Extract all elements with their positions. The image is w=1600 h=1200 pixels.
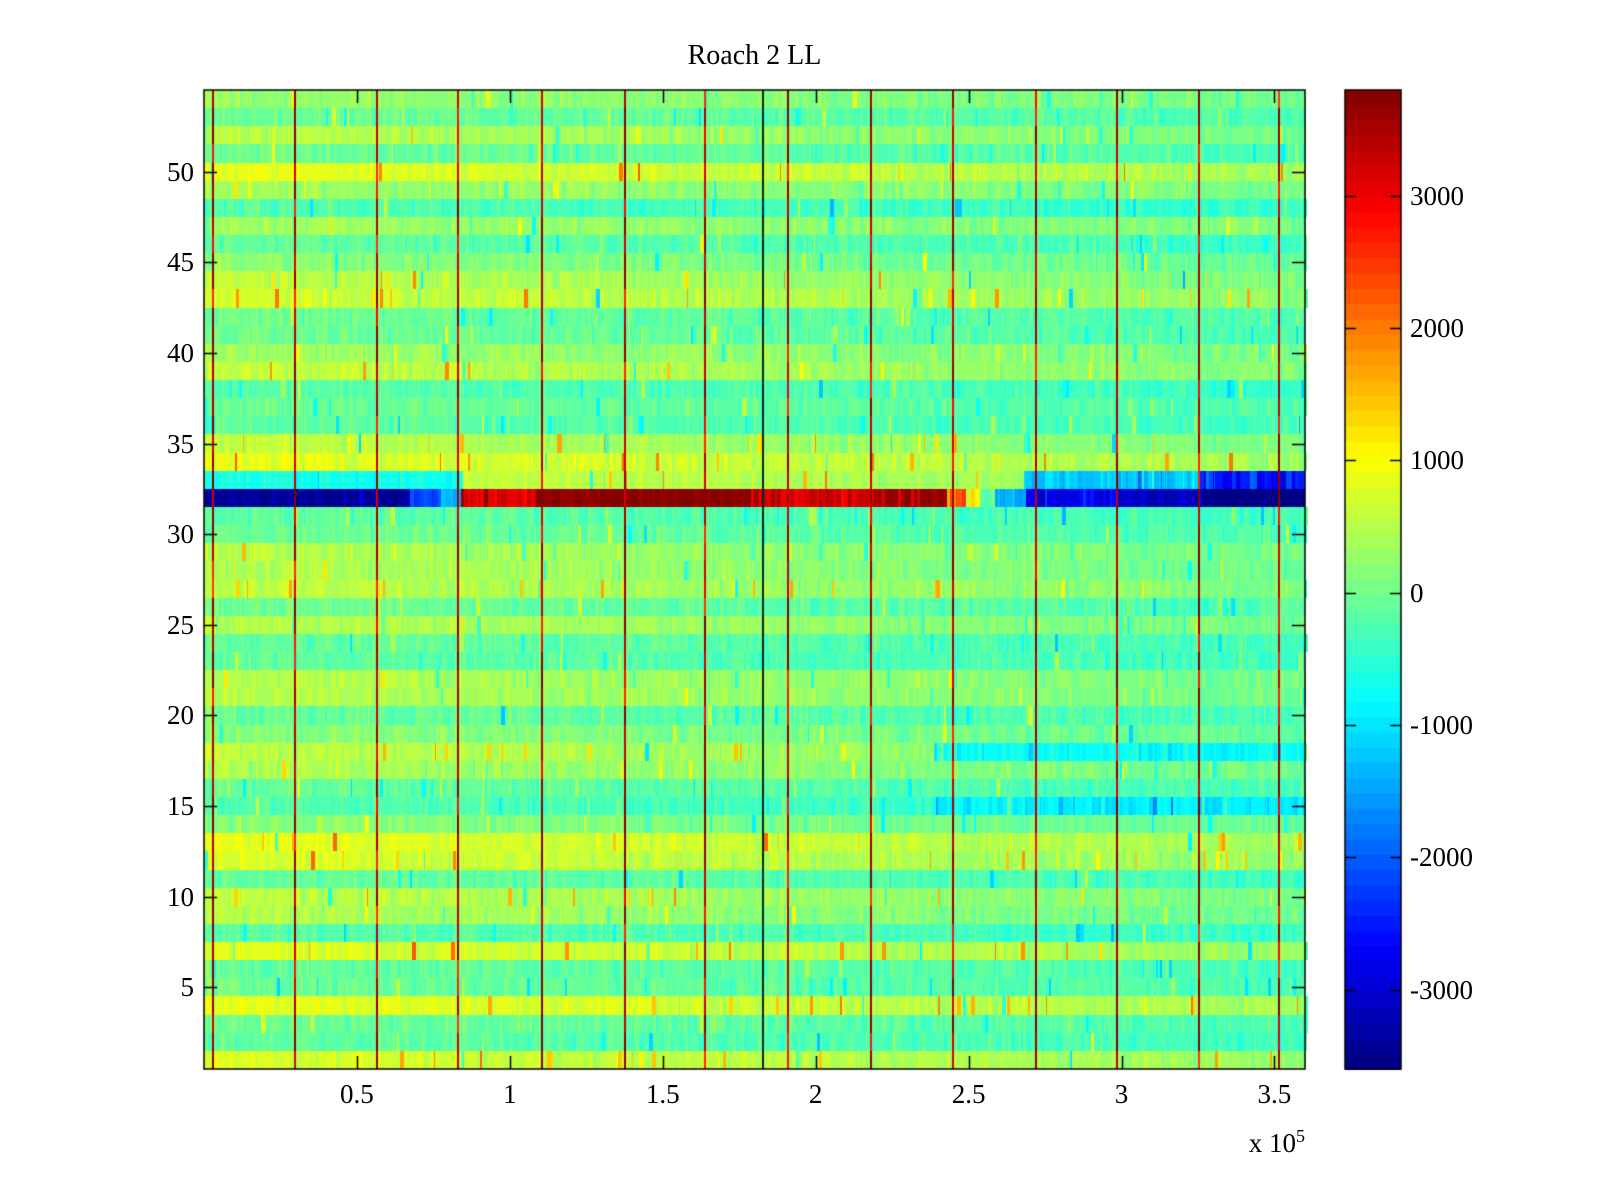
y-tick-label: 25 bbox=[167, 609, 194, 640]
colorbar-tick-label: -1000 bbox=[1410, 710, 1473, 741]
y-tick-label: 30 bbox=[167, 519, 194, 550]
x-tick-label: 1 bbox=[503, 1079, 517, 1109]
y-tick-label: 40 bbox=[167, 337, 194, 368]
colorbar-tick-label: 3000 bbox=[1410, 180, 1464, 211]
exponent-value: 5 bbox=[1296, 1126, 1305, 1146]
x-tick-label: 1.5 bbox=[645, 1079, 680, 1109]
x-tick-label: 0.5 bbox=[340, 1079, 374, 1109]
x-tick-label: 2 bbox=[808, 1079, 823, 1109]
y-tick-label: 45 bbox=[167, 247, 194, 278]
colorbar-tick-label: -2000 bbox=[1410, 842, 1473, 873]
y-tick-label: 15 bbox=[167, 791, 194, 822]
exponent-prefix: x 10 bbox=[1248, 1128, 1296, 1158]
y-tick-label: 5 bbox=[180, 972, 195, 1003]
y-tick-label: 20 bbox=[167, 700, 194, 731]
colorbar-tick-label: 2000 bbox=[1410, 313, 1464, 344]
x-axis-exponent-label: x 105 bbox=[1145, 1120, 1305, 1159]
y-tick-label: 10 bbox=[167, 881, 194, 912]
chart-title: Roach 2 LL bbox=[687, 40, 822, 71]
y-tick-label: 35 bbox=[167, 428, 194, 459]
x-tick-label: 3 bbox=[1114, 1079, 1129, 1109]
colorbar-tick-label: 1000 bbox=[1410, 445, 1464, 476]
colorbar-tick-label: -3000 bbox=[1410, 974, 1473, 1005]
y-tick-label: 50 bbox=[167, 156, 194, 187]
x-tick-label: 3.5 bbox=[1257, 1079, 1292, 1109]
colorbar-tick-label: 0 bbox=[1410, 577, 1424, 608]
x-tick-label: 2.5 bbox=[951, 1079, 986, 1109]
